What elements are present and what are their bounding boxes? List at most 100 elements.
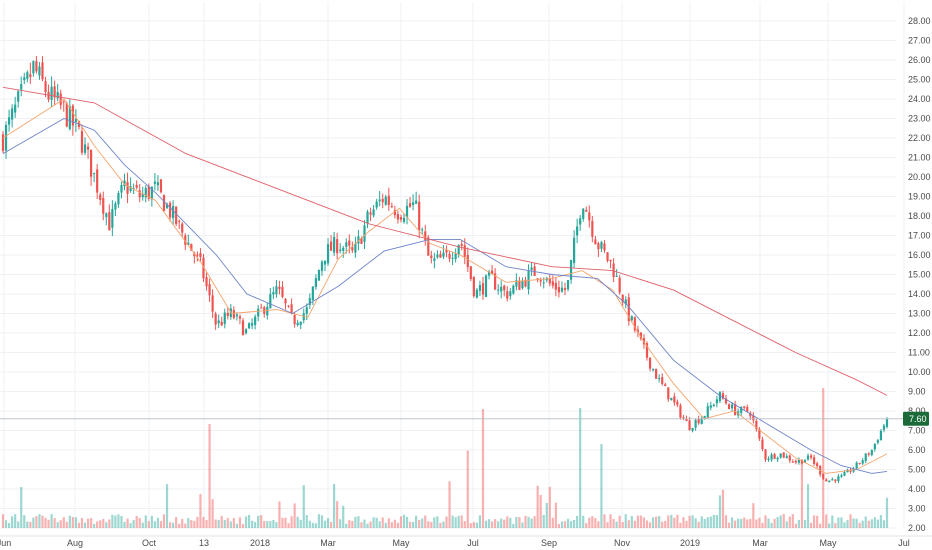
- candle-body: [372, 209, 375, 216]
- volume-bar: [630, 516, 633, 528]
- candle-body: [816, 463, 819, 467]
- candle-body: [290, 304, 293, 313]
- candle-body: [187, 242, 190, 245]
- candle-body: [159, 179, 163, 193]
- candle-body: [178, 220, 181, 222]
- candle-body: [117, 193, 120, 205]
- candle-body: [655, 368, 658, 379]
- volume-bar: [196, 516, 199, 528]
- volume-bar: [618, 515, 621, 528]
- candle-body: [661, 377, 664, 384]
- volume-bar: [560, 521, 564, 528]
- candle-body: [469, 266, 472, 279]
- y-tick-label: 27.00: [908, 36, 931, 46]
- volume-bar: [59, 520, 62, 528]
- candle-body: [366, 211, 369, 224]
- volume-bar: [26, 521, 29, 528]
- candle-body: [603, 243, 606, 251]
- volume-bar: [834, 523, 837, 528]
- candle-body: [658, 377, 661, 379]
- volume-bar: [120, 516, 123, 528]
- candle-body: [542, 282, 545, 284]
- volume-bar: [314, 523, 317, 528]
- volume-bar: [576, 515, 579, 528]
- volume-bar: [247, 514, 251, 528]
- volume-bar: [515, 516, 518, 528]
- volume-bar: [533, 516, 536, 528]
- candle-body: [387, 195, 390, 206]
- volume-bar: [172, 522, 175, 528]
- volume-bar: [749, 518, 752, 528]
- candle-body: [518, 280, 521, 290]
- candle-body: [329, 241, 333, 251]
- volume-bar: [642, 517, 646, 528]
- volume-bar: [399, 516, 403, 528]
- candle-body: [99, 194, 102, 200]
- candle-body: [326, 244, 330, 264]
- volume-bar: [563, 521, 567, 528]
- volume-bar: [506, 516, 509, 528]
- volume-bar: [35, 516, 38, 528]
- candle-body: [14, 104, 17, 113]
- volume-bar: [776, 517, 779, 528]
- volume-bar: [278, 501, 281, 528]
- candle-body: [770, 454, 773, 460]
- candle-body: [697, 418, 700, 424]
- volume-bar: [825, 514, 828, 528]
- candle-body: [627, 297, 630, 322]
- volume-bar: [816, 515, 819, 528]
- x-tick-label: 13: [199, 538, 209, 548]
- volume-bar: [737, 518, 740, 528]
- candle-body: [536, 278, 539, 280]
- volume-bar: [53, 518, 56, 528]
- candle-body: [460, 244, 463, 246]
- candle-body: [333, 237, 336, 253]
- candle-body: [342, 247, 345, 251]
- volume-bar: [554, 502, 557, 528]
- candle-body: [196, 254, 199, 256]
- candle-body: [767, 458, 770, 460]
- volume-bar: [676, 514, 679, 528]
- candle-body: [86, 146, 90, 150]
- y-tick-label: 14.00: [908, 289, 931, 299]
- candle-body: [345, 242, 348, 247]
- volume-bar: [454, 517, 457, 528]
- volume-bar: [217, 520, 220, 528]
- candle-body: [244, 329, 248, 334]
- candle-body: [752, 415, 755, 421]
- y-tick-label: 4.00: [908, 484, 926, 494]
- x-tick-label: 2018: [250, 538, 270, 548]
- x-tick-label: 2019: [680, 538, 700, 548]
- volume-bar: [299, 519, 302, 528]
- candle-body: [11, 108, 14, 120]
- candle-body: [339, 249, 342, 251]
- volume-bar: [342, 505, 345, 528]
- x-tick-label: May: [819, 538, 837, 548]
- candle-body: [588, 212, 591, 221]
- volume-bar: [348, 520, 351, 528]
- candle-body: [50, 86, 53, 100]
- volume-bar: [819, 523, 822, 528]
- candle-body: [141, 193, 144, 198]
- volume-bar: [162, 514, 166, 528]
- candle-body: [241, 320, 245, 336]
- candle-body: [375, 201, 378, 208]
- candle-body: [615, 275, 618, 277]
- volume-bar: [305, 515, 308, 528]
- candle-body: [317, 269, 321, 281]
- candle-body: [834, 479, 837, 482]
- candle-body: [837, 476, 840, 482]
- volume-bar: [50, 514, 53, 528]
- volume-bar: [770, 522, 773, 528]
- volume-bar: [667, 515, 670, 528]
- candle-body: [600, 242, 603, 249]
- candle-body: [515, 280, 518, 287]
- candle-body: [354, 243, 357, 253]
- candle-body: [855, 462, 858, 469]
- candle-body: [269, 294, 272, 309]
- candle-body: [442, 252, 445, 257]
- candle-body: [703, 416, 706, 418]
- volume-bar: [412, 521, 415, 528]
- volume-bar: [727, 522, 731, 528]
